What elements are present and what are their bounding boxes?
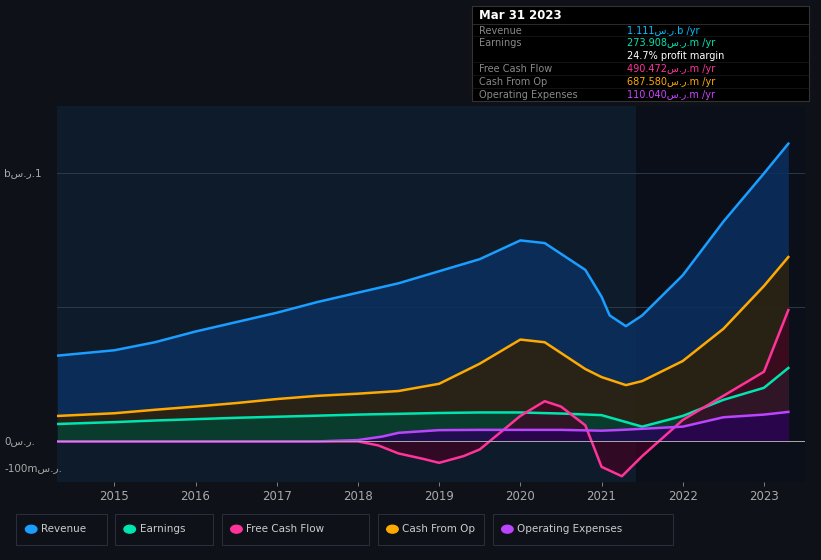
Text: Revenue: Revenue: [479, 26, 521, 36]
Text: Cash From Op: Cash From Op: [402, 524, 475, 534]
Text: 1.111س.ر.b /yr: 1.111س.ر.b /yr: [627, 26, 699, 36]
Text: 687.580س.ر.m /yr: 687.580س.ر.m /yr: [627, 77, 715, 87]
Text: Earnings: Earnings: [140, 524, 185, 534]
Text: bس.ر.1: bس.ر.1: [4, 169, 42, 179]
Text: Cash From Op: Cash From Op: [479, 77, 547, 87]
Text: -100mس.ر.: -100mس.ر.: [4, 463, 62, 473]
Text: 24.7% profit margin: 24.7% profit margin: [627, 52, 724, 62]
Text: 273.908س.ر.m /yr: 273.908س.ر.m /yr: [627, 39, 715, 49]
Text: Revenue: Revenue: [41, 524, 86, 534]
Text: Earnings: Earnings: [479, 39, 521, 49]
Bar: [635, 106, 805, 482]
Text: 490.472س.ر.m /yr: 490.472س.ر.m /yr: [627, 64, 715, 74]
Text: 110.040س.ر.m /yr: 110.040س.ر.m /yr: [627, 90, 715, 100]
Text: Free Cash Flow: Free Cash Flow: [246, 524, 324, 534]
Text: Operating Expenses: Operating Expenses: [517, 524, 622, 534]
Text: Free Cash Flow: Free Cash Flow: [479, 64, 552, 74]
Text: Operating Expenses: Operating Expenses: [479, 90, 577, 100]
Text: Mar 31 2023: Mar 31 2023: [479, 9, 562, 22]
Text: 0س.ر.: 0س.ر.: [4, 436, 35, 446]
